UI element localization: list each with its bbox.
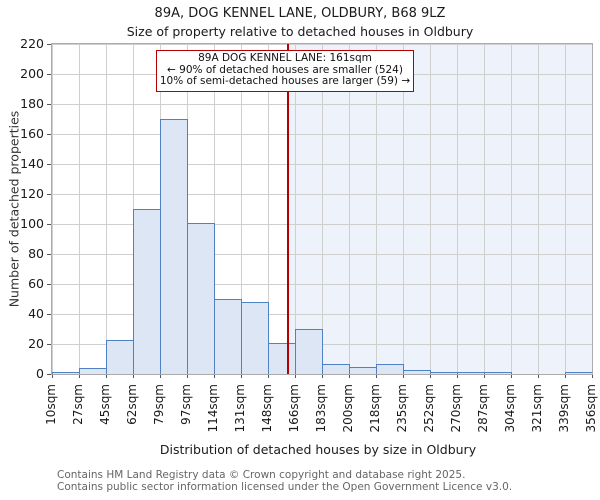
histogram-bar bbox=[106, 339, 134, 374]
x-axis-label: Distribution of detached houses by size … bbox=[159, 442, 477, 457]
y-tick-mark bbox=[47, 193, 52, 195]
y-tick-mark bbox=[47, 103, 52, 105]
grid-line-vertical bbox=[105, 44, 107, 374]
x-tick-mark bbox=[456, 374, 458, 378]
histogram-bar bbox=[349, 366, 377, 374]
grid-line-vertical bbox=[51, 44, 53, 374]
y-tick-label: 80 bbox=[28, 246, 44, 261]
x-tick-mark bbox=[375, 374, 377, 378]
x-tick-mark bbox=[321, 374, 323, 378]
grid-line-vertical bbox=[375, 44, 377, 374]
grid-line-vertical bbox=[483, 44, 485, 374]
footer-licence-line: Contains public sector information licen… bbox=[57, 480, 513, 493]
histogram-bar bbox=[403, 369, 431, 374]
x-tick-mark bbox=[213, 374, 215, 378]
grid-line-vertical bbox=[429, 44, 431, 374]
y-tick-label: 20 bbox=[28, 336, 44, 351]
x-tick-mark bbox=[402, 374, 404, 378]
y-tick-label: 160 bbox=[20, 126, 44, 141]
x-tick-mark bbox=[537, 374, 539, 378]
y-tick-label: 180 bbox=[20, 96, 44, 111]
histogram-bar bbox=[160, 119, 188, 374]
grid-line-vertical bbox=[213, 44, 215, 374]
x-tick-mark bbox=[186, 374, 188, 378]
footer: Contains HM Land Registry data © Crown c… bbox=[57, 469, 513, 493]
y-tick-mark bbox=[47, 373, 52, 375]
x-tick-mark bbox=[267, 374, 269, 378]
y-tick-label: 0 bbox=[36, 366, 44, 381]
grid-line-vertical bbox=[510, 44, 512, 374]
x-tick-mark bbox=[564, 374, 566, 378]
y-tick-mark bbox=[47, 313, 52, 315]
y-tick-label: 40 bbox=[28, 306, 44, 321]
y-tick-mark bbox=[47, 223, 52, 225]
x-tick-mark bbox=[483, 374, 485, 378]
y-tick-mark bbox=[47, 73, 52, 75]
x-tick-mark bbox=[429, 374, 431, 378]
shaded-region-larger bbox=[287, 44, 592, 374]
y-tick-mark bbox=[47, 43, 52, 45]
histogram-bar bbox=[241, 302, 269, 374]
grid-line-vertical bbox=[456, 44, 458, 374]
y-tick-label: 100 bbox=[20, 216, 44, 231]
y-tick-label: 220 bbox=[20, 36, 44, 51]
x-tick-mark bbox=[78, 374, 80, 378]
marker-line bbox=[286, 44, 289, 374]
axis-spine-right bbox=[592, 44, 593, 375]
y-tick-mark bbox=[47, 283, 52, 285]
x-tick-label: 356sqm bbox=[584, 384, 598, 433]
grid-line-vertical bbox=[537, 44, 539, 374]
x-tick-mark bbox=[240, 374, 242, 378]
histogram-bar bbox=[133, 209, 161, 374]
axis-spine-bottom bbox=[51, 374, 593, 375]
y-tick-label: 200 bbox=[20, 66, 44, 81]
annotation-smaller-stat: ← 90% of detached houses are smaller (52… bbox=[167, 63, 403, 76]
y-tick-mark bbox=[47, 253, 52, 255]
axis-spine-top bbox=[51, 43, 593, 44]
y-tick-label: 140 bbox=[20, 156, 44, 171]
grid-line-vertical bbox=[321, 44, 323, 374]
histogram-bar bbox=[484, 372, 512, 374]
y-tick-mark bbox=[47, 133, 52, 135]
grid-line-vertical bbox=[402, 44, 404, 374]
x-tick-mark bbox=[105, 374, 107, 378]
x-tick-mark bbox=[348, 374, 350, 378]
histogram-bar bbox=[187, 222, 215, 374]
chart-title: 89A, DOG KENNEL LANE, OLDBURY, B68 9LZ bbox=[154, 6, 446, 21]
x-tick-mark bbox=[591, 374, 593, 378]
chart-subtitle: Size of property relative to detached ho… bbox=[126, 24, 474, 39]
histogram-bar bbox=[322, 363, 350, 374]
histogram-bar bbox=[295, 329, 323, 374]
histogram-bar bbox=[268, 342, 296, 374]
grid-line-vertical bbox=[267, 44, 269, 374]
y-tick-label: 120 bbox=[20, 186, 44, 201]
x-tick-mark bbox=[510, 374, 512, 378]
annotation-larger-stat: 10% of semi-detached houses are larger (… bbox=[159, 75, 411, 87]
x-tick-mark bbox=[294, 374, 296, 378]
annotation-box: 89A DOG KENNEL LANE: 161sqm ← 90% of det… bbox=[156, 50, 414, 92]
histogram-bar bbox=[214, 299, 242, 374]
x-tick-mark bbox=[51, 374, 53, 378]
axis-spine-left bbox=[51, 44, 52, 375]
x-tick-mark bbox=[132, 374, 134, 378]
footer-copyright-line: Contains HM Land Registry data © Crown c… bbox=[57, 469, 466, 481]
y-tick-label: 60 bbox=[28, 276, 44, 291]
y-tick-mark bbox=[47, 343, 52, 345]
grid-line-vertical bbox=[240, 44, 242, 374]
grid-line-vertical bbox=[348, 44, 350, 374]
y-tick-mark bbox=[47, 163, 52, 165]
grid-line-vertical bbox=[294, 44, 296, 374]
grid-line-vertical bbox=[564, 44, 566, 374]
annotation-property-size: 89A DOG KENNEL LANE: 161sqm bbox=[198, 52, 372, 64]
x-tick-mark bbox=[159, 374, 161, 378]
grid-line-vertical bbox=[78, 44, 80, 374]
histogram-bar bbox=[376, 363, 404, 374]
